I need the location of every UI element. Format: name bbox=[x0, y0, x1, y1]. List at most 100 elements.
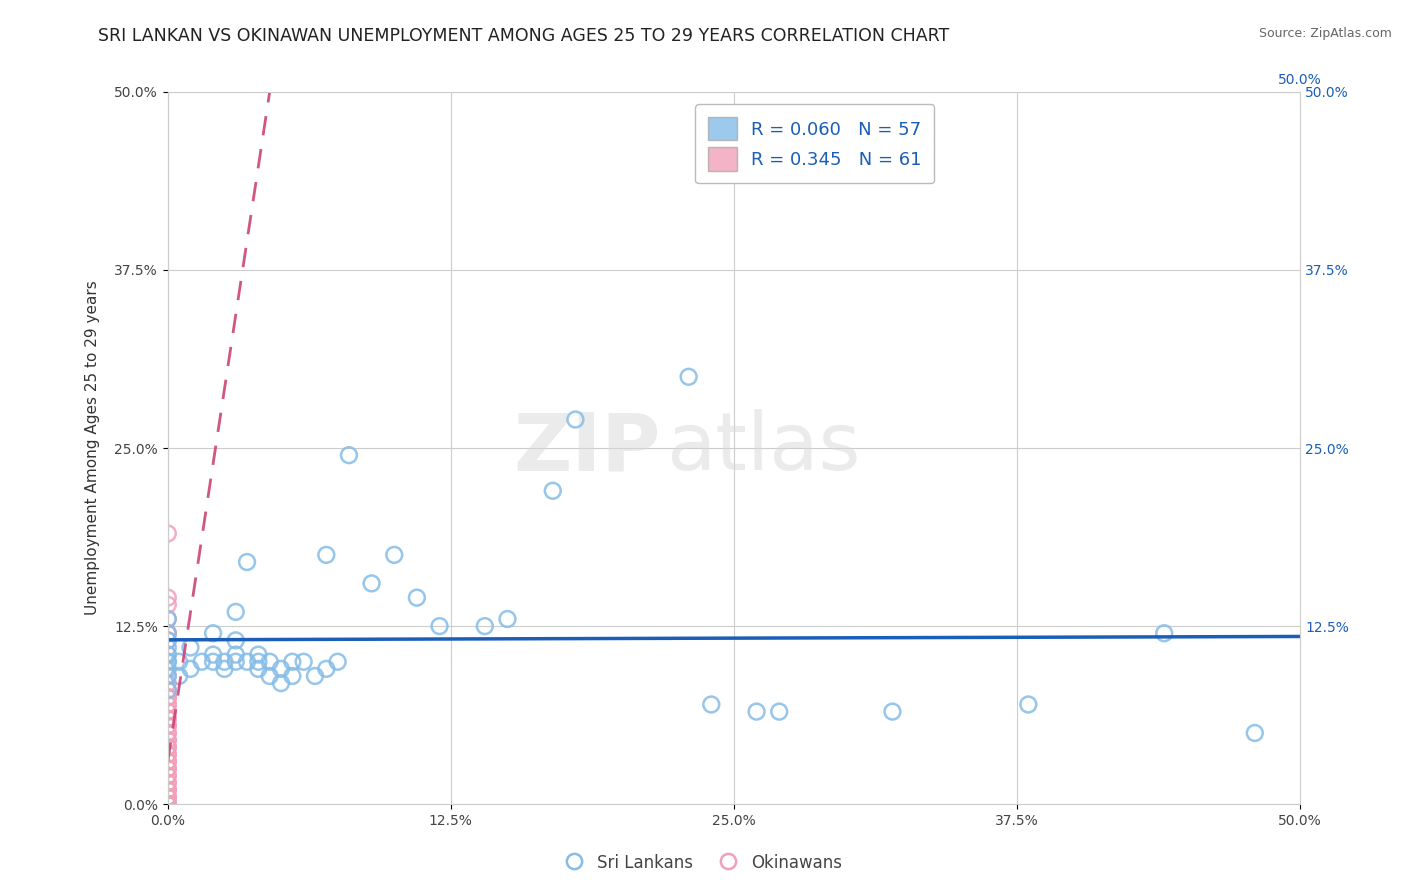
Point bbox=[156, 690, 179, 705]
Point bbox=[247, 655, 270, 669]
Point bbox=[156, 797, 179, 812]
Point bbox=[156, 755, 179, 769]
Point bbox=[156, 598, 179, 612]
Point bbox=[156, 526, 179, 541]
Point bbox=[156, 740, 179, 755]
Point bbox=[326, 655, 349, 669]
Point bbox=[247, 648, 270, 662]
Point bbox=[156, 762, 179, 776]
Point bbox=[315, 662, 337, 676]
Point bbox=[156, 762, 179, 776]
Point bbox=[270, 676, 292, 690]
Point bbox=[259, 669, 281, 683]
Point bbox=[202, 655, 225, 669]
Point bbox=[156, 797, 179, 812]
Point bbox=[315, 548, 337, 562]
Point bbox=[214, 655, 236, 669]
Point bbox=[281, 655, 304, 669]
Point bbox=[745, 705, 768, 719]
Point bbox=[156, 591, 179, 605]
Point bbox=[156, 797, 179, 812]
Point bbox=[225, 655, 247, 669]
Point bbox=[700, 698, 723, 712]
Point bbox=[156, 698, 179, 712]
Point bbox=[474, 619, 496, 633]
Point bbox=[179, 662, 201, 676]
Point bbox=[156, 740, 179, 755]
Point bbox=[156, 797, 179, 812]
Point bbox=[564, 412, 586, 426]
Point bbox=[156, 676, 179, 690]
Point bbox=[156, 655, 179, 669]
Point bbox=[156, 712, 179, 726]
Point bbox=[156, 797, 179, 812]
Point bbox=[156, 698, 179, 712]
Point bbox=[202, 626, 225, 640]
Point bbox=[156, 740, 179, 755]
Point bbox=[156, 747, 179, 762]
Legend: R = 0.060   N = 57, R = 0.345   N = 61: R = 0.060 N = 57, R = 0.345 N = 61 bbox=[696, 104, 935, 184]
Point bbox=[225, 633, 247, 648]
Point bbox=[225, 605, 247, 619]
Point bbox=[156, 640, 179, 655]
Text: Source: ZipAtlas.com: Source: ZipAtlas.com bbox=[1258, 27, 1392, 40]
Point bbox=[281, 669, 304, 683]
Point bbox=[1017, 698, 1039, 712]
Point bbox=[768, 705, 790, 719]
Point bbox=[156, 797, 179, 812]
Point bbox=[247, 662, 270, 676]
Point bbox=[156, 633, 179, 648]
Point bbox=[156, 797, 179, 812]
Point bbox=[156, 797, 179, 812]
Point bbox=[156, 662, 179, 676]
Point bbox=[259, 655, 281, 669]
Point bbox=[156, 612, 179, 626]
Point bbox=[202, 648, 225, 662]
Point bbox=[156, 690, 179, 705]
Point bbox=[156, 683, 179, 698]
Point bbox=[156, 797, 179, 812]
Point bbox=[156, 626, 179, 640]
Text: SRI LANKAN VS OKINAWAN UNEMPLOYMENT AMONG AGES 25 TO 29 YEARS CORRELATION CHART: SRI LANKAN VS OKINAWAN UNEMPLOYMENT AMON… bbox=[98, 27, 949, 45]
Text: atlas: atlas bbox=[666, 409, 860, 487]
Point bbox=[882, 705, 904, 719]
Point bbox=[156, 776, 179, 790]
Point bbox=[156, 626, 179, 640]
Point bbox=[156, 626, 179, 640]
Point bbox=[156, 790, 179, 805]
Point bbox=[1153, 626, 1175, 640]
Point bbox=[236, 655, 259, 669]
Text: ZIP: ZIP bbox=[513, 409, 661, 487]
Point bbox=[190, 655, 212, 669]
Point bbox=[678, 369, 700, 384]
Y-axis label: Unemployment Among Ages 25 to 29 years: Unemployment Among Ages 25 to 29 years bbox=[86, 281, 100, 615]
Point bbox=[156, 705, 179, 719]
Point bbox=[167, 669, 190, 683]
Point bbox=[167, 655, 190, 669]
Point bbox=[225, 648, 247, 662]
Point bbox=[156, 733, 179, 747]
Point bbox=[156, 633, 179, 648]
Point bbox=[156, 762, 179, 776]
Point bbox=[292, 655, 315, 669]
Point bbox=[156, 776, 179, 790]
Point bbox=[270, 662, 292, 676]
Point bbox=[156, 719, 179, 733]
Point bbox=[156, 783, 179, 797]
Point bbox=[179, 640, 201, 655]
Point bbox=[406, 591, 429, 605]
Point bbox=[541, 483, 564, 498]
Point bbox=[156, 790, 179, 805]
Point bbox=[156, 797, 179, 812]
Point bbox=[382, 548, 405, 562]
Point bbox=[156, 726, 179, 740]
Point bbox=[156, 797, 179, 812]
Point bbox=[156, 648, 179, 662]
Legend: Sri Lankans, Okinawans: Sri Lankans, Okinawans bbox=[557, 847, 849, 880]
Point bbox=[429, 619, 451, 633]
Point bbox=[304, 669, 326, 683]
Point bbox=[156, 683, 179, 698]
Point bbox=[156, 705, 179, 719]
Point bbox=[236, 555, 259, 569]
Point bbox=[156, 769, 179, 783]
